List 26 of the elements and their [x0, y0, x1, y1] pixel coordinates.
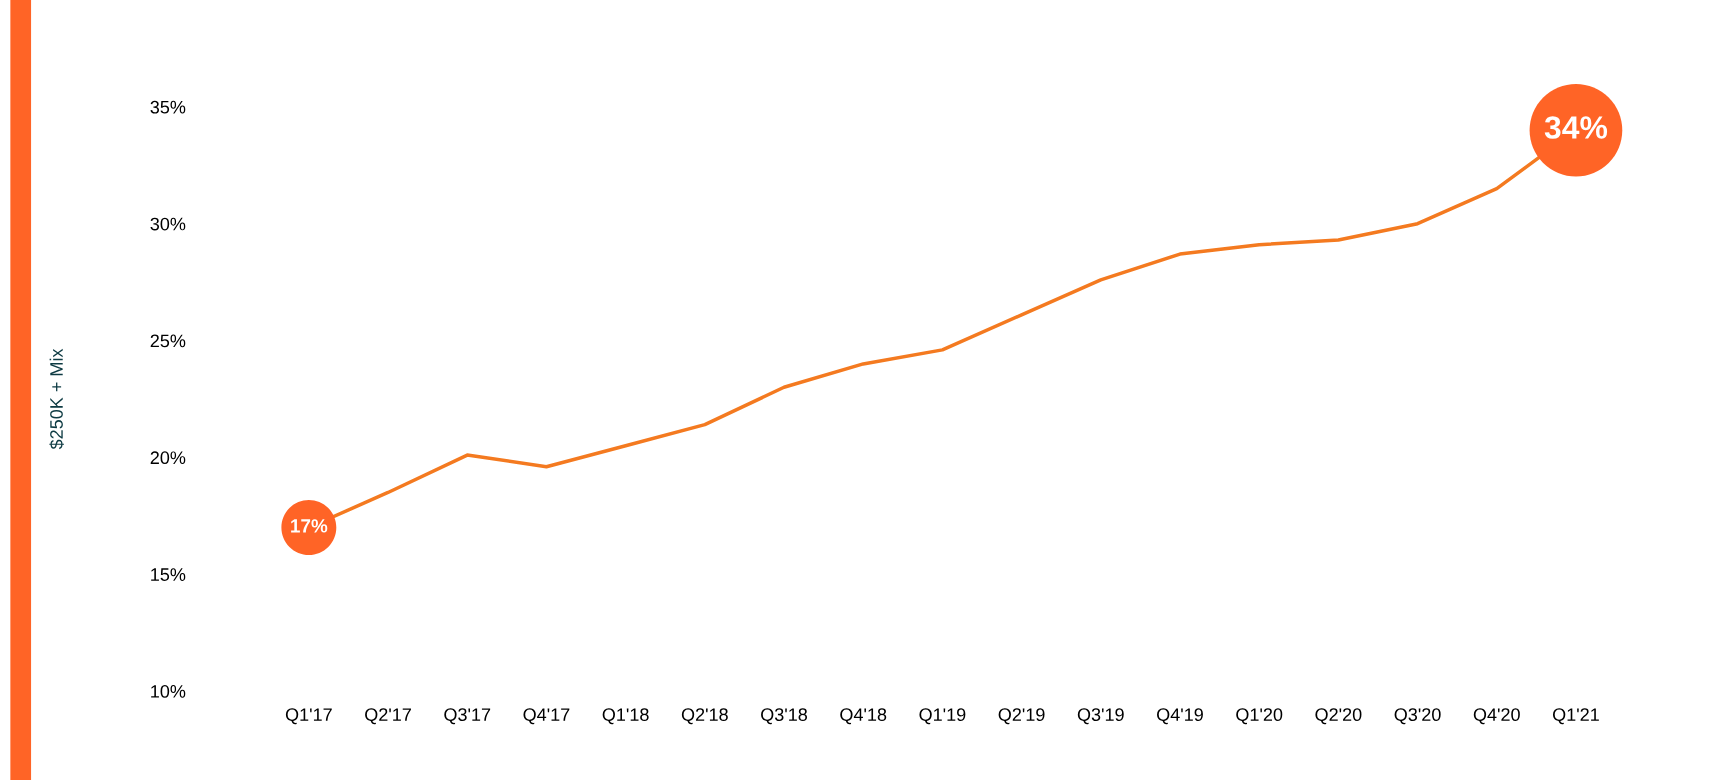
x-tick-label: Q1'21: [1552, 708, 1599, 725]
x-tick-label: Q3'20: [1394, 708, 1441, 725]
y-tick-label: 10%: [151, 685, 186, 698]
y-axis-title: $250K + Mix: [49, 348, 64, 450]
x-tick-label: Q4'20: [1473, 708, 1520, 725]
y-tick-label: 15%: [151, 568, 186, 581]
x-tick-label: Q1'19: [919, 708, 966, 725]
data-label: 34%: [1544, 116, 1608, 139]
x-tick-label: Q1'20: [1236, 708, 1283, 725]
x-tick-label: Q3'17: [444, 708, 491, 725]
x-tick-label: Q2'20: [1315, 708, 1362, 725]
y-tick-label: 20%: [150, 451, 186, 465]
data-label: 17%: [291, 519, 328, 533]
y-tick-label: 30%: [150, 217, 186, 231]
x-tick-label: Q4'19: [1157, 708, 1203, 725]
x-tick-label: Q3'18: [761, 708, 808, 725]
y-tick-label: 35%: [150, 100, 186, 114]
y-tick-label: 25%: [150, 334, 186, 348]
x-tick-label: Q4'18: [840, 708, 887, 725]
x-tick-label: Q1'18: [602, 708, 649, 725]
x-tick-label: Q2'19: [998, 708, 1045, 725]
x-tick-label: Q1'17: [285, 708, 332, 725]
x-tick-label: Q2'17: [365, 708, 411, 725]
x-tick-label: Q3'19: [1077, 708, 1124, 725]
x-tick-label: Q4'17: [523, 708, 570, 725]
x-tick-label: Q2'18: [681, 708, 728, 725]
